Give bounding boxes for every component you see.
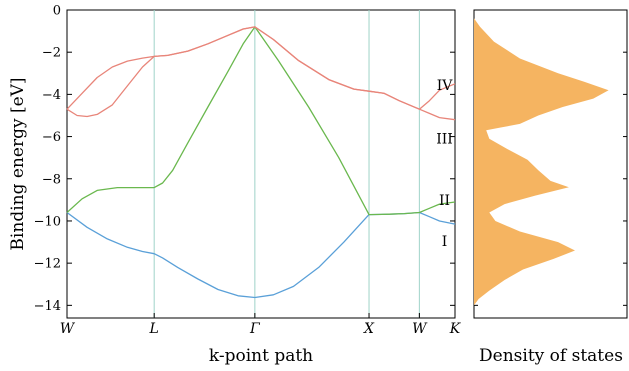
y-axis-ticks: 0 −2 −4 −6 −8 −10 −12 −14 <box>34 4 627 314</box>
y-tick-label: −10 <box>34 214 61 229</box>
band-label: I <box>442 234 448 250</box>
x-tick-label: X <box>363 321 375 337</box>
dos-area <box>474 18 609 306</box>
band-line <box>66 26 456 121</box>
y-tick-label: −12 <box>34 257 61 272</box>
band-line <box>66 211 456 299</box>
band-line <box>66 26 456 110</box>
kpoint-gridlines <box>153 10 420 318</box>
y-tick-label: −4 <box>42 88 61 103</box>
density-of-states-plot: Density of states <box>473 9 628 366</box>
band-label: II <box>439 193 450 209</box>
x-tick-label: Γ <box>249 321 261 337</box>
x-tick-label: W <box>412 321 428 337</box>
y-tick-label: −8 <box>42 172 61 187</box>
x-tick-label: L <box>149 321 159 337</box>
band-label: IV <box>437 78 454 94</box>
y-tick-label: −6 <box>42 130 61 145</box>
band-line <box>66 26 456 216</box>
y-tick-label: −2 <box>42 46 61 61</box>
band-label: III <box>436 132 453 148</box>
y-tick-label: 0 <box>53 4 61 19</box>
y-axis-title: Binding energy [eV] <box>8 77 28 250</box>
x-tick-label: K <box>449 321 462 337</box>
band-plot-frame <box>66 9 456 319</box>
dos-axis-title: Density of states <box>479 346 623 366</box>
x-axis-title: k-point path <box>209 346 313 366</box>
y-tick-label: −14 <box>34 299 61 314</box>
x-tick-label: W <box>60 321 76 337</box>
band-lines <box>66 26 456 299</box>
